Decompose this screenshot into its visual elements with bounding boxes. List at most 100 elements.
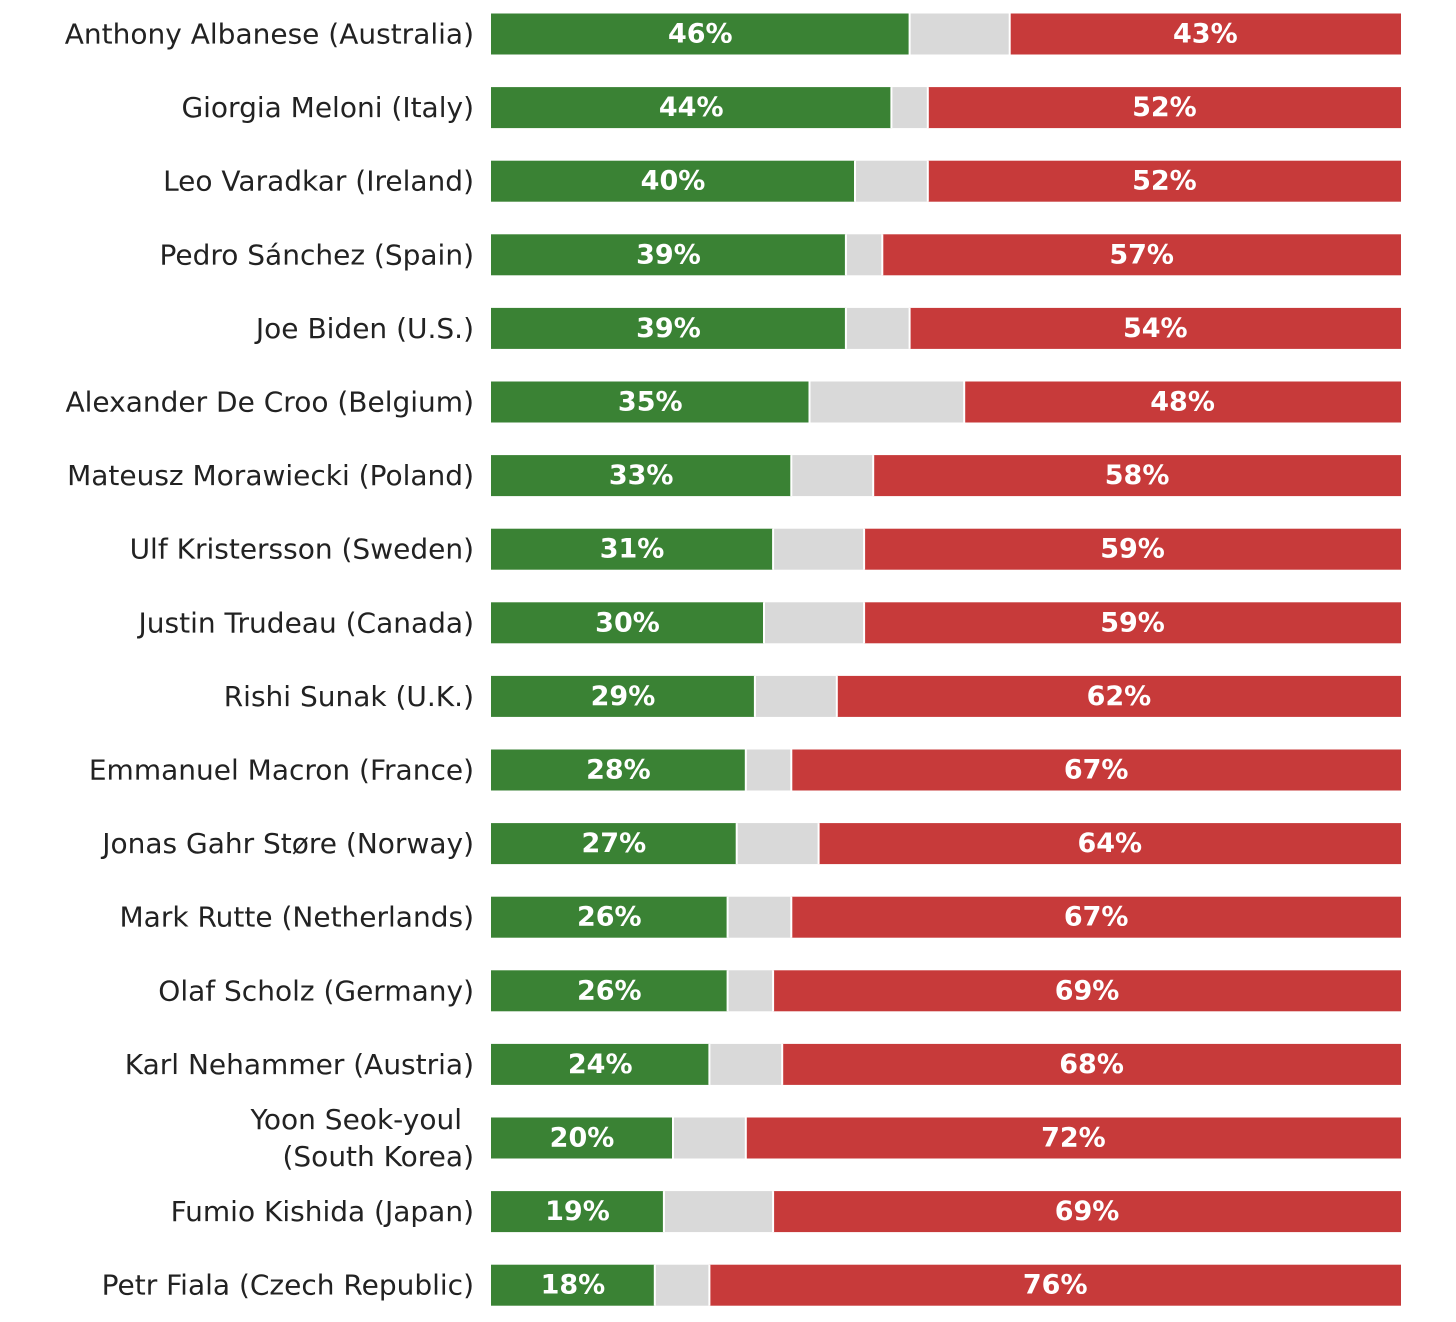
undecided-bar	[791, 455, 874, 497]
undecided-bar	[727, 970, 774, 1012]
disapprove-value-label: 67%	[1064, 755, 1129, 786]
bar-row: Rishi Sunak (U.K.) 29% 62%	[224, 675, 1401, 717]
approve-value-label: 40%	[641, 166, 706, 197]
disapprove-bar	[745, 1117, 1401, 1159]
disapprove-bar	[864, 528, 1401, 570]
approve-bar	[491, 234, 846, 276]
bar-row: Pedro Sánchez (Spain) 39% 57%	[159, 234, 1401, 276]
disapprove-bar	[964, 381, 1401, 423]
approve-value-label: 33%	[609, 460, 674, 491]
disapprove-value-label: 58%	[1105, 460, 1170, 491]
disapprove-value-label: 59%	[1100, 534, 1165, 565]
approve-bar	[491, 749, 746, 791]
approve-bar	[491, 970, 728, 1012]
approve-bar	[491, 1264, 655, 1306]
approve-bar	[491, 381, 810, 423]
category-label: Yoon Seok-youl (South Korea)	[250, 1103, 474, 1173]
bar-row: Anthony Albanese (Australia) 46% 43%	[65, 13, 1401, 55]
bar-row: Ulf Kristersson (Sweden) 31% 59%	[130, 528, 1401, 570]
bar-row: Mateusz Morawiecki (Poland) 33% 58%	[67, 455, 1401, 497]
disapprove-value-label: 69%	[1055, 975, 1120, 1006]
approve-value-label: 19%	[545, 1196, 610, 1227]
bar-row: Mark Rutte (Netherlands) 26% 67%	[120, 896, 1401, 938]
bar-row: Emmanuel Macron (France) 28% 67%	[89, 749, 1401, 791]
bar-row: Petr Fiala (Czech Republic) 18% 76%	[102, 1264, 1401, 1306]
approve-value-label: 24%	[568, 1049, 633, 1080]
category-label: Olaf Scholz (Germany)	[158, 974, 474, 1007]
undecided-bar	[909, 13, 1010, 55]
undecided-bar	[709, 1043, 783, 1085]
disapprove-value-label: 54%	[1123, 313, 1188, 344]
category-label: Mateusz Morawiecki (Poland)	[67, 459, 474, 492]
disapprove-bar	[882, 234, 1401, 276]
approve-bar	[491, 87, 892, 129]
undecided-bar	[764, 602, 865, 644]
disapprove-bar	[791, 896, 1401, 938]
disapprove-bar	[927, 160, 1401, 202]
approve-value-label: 30%	[595, 607, 660, 638]
bar-row: Giorgia Meloni (Italy) 44% 52%	[181, 87, 1401, 129]
disapprove-value-label: 64%	[1077, 828, 1142, 859]
disapprove-value-label: 67%	[1064, 902, 1129, 933]
disapprove-bar	[818, 823, 1401, 865]
undecided-bar	[727, 896, 792, 938]
category-label: Ulf Kristersson (Sweden)	[130, 533, 474, 566]
approve-value-label: 18%	[541, 1270, 606, 1301]
undecided-bar	[845, 307, 910, 349]
undecided-bar	[845, 234, 883, 276]
category-label: Alexander De Croo (Belgium)	[66, 386, 475, 419]
category-label: Rishi Sunak (U.K.)	[224, 680, 474, 713]
category-label: Justin Trudeau (Canada)	[137, 606, 474, 639]
approve-bar	[491, 13, 910, 55]
disapprove-bar	[773, 970, 1401, 1012]
undecided-bar	[809, 381, 965, 423]
category-label: Karl Nehammer (Austria)	[125, 1048, 474, 1081]
undecided-bar	[773, 528, 865, 570]
bar-row: Olaf Scholz (Germany) 26% 69%	[158, 970, 1401, 1012]
bar-row: Fumio Kishida (Japan) 19% 69%	[171, 1191, 1401, 1233]
disapprove-value-label: 43%	[1173, 19, 1238, 50]
undecided-bar	[855, 160, 928, 202]
disapprove-value-label: 48%	[1150, 387, 1215, 418]
bar-row: Leo Varadkar (Ireland) 40% 52%	[163, 160, 1401, 202]
approve-bar	[491, 675, 755, 717]
category-label: Petr Fiala (Czech Republic)	[102, 1269, 474, 1302]
disapprove-bar	[709, 1264, 1401, 1306]
category-label: Mark Rutte (Netherlands)	[120, 901, 475, 934]
category-label: Leo Varadkar (Ireland)	[163, 165, 474, 198]
approve-bar	[491, 1117, 673, 1159]
undecided-bar	[673, 1117, 746, 1159]
undecided-bar	[736, 823, 819, 865]
disapprove-bar	[909, 307, 1401, 349]
approve-value-label: 26%	[577, 975, 642, 1006]
approve-bar	[491, 307, 846, 349]
undecided-bar	[754, 675, 837, 717]
bar-row: Justin Trudeau (Canada) 30% 59%	[137, 602, 1401, 644]
undecided-bar	[891, 87, 928, 129]
approve-value-label: 20%	[550, 1123, 615, 1154]
approve-value-label: 26%	[577, 902, 642, 933]
disapprove-bar	[1009, 13, 1401, 55]
approve-bar	[491, 823, 737, 865]
disapprove-value-label: 68%	[1059, 1049, 1124, 1080]
approve-value-label: 39%	[636, 239, 701, 270]
bar-row: Joe Biden (U.S.) 39% 54%	[254, 307, 1401, 349]
approve-value-label: 39%	[636, 313, 701, 344]
disapprove-value-label: 52%	[1132, 92, 1197, 123]
approve-bar	[491, 160, 855, 202]
disapprove-bar	[927, 87, 1401, 129]
disapprove-value-label: 72%	[1041, 1123, 1106, 1154]
disapprove-bar	[773, 1191, 1401, 1233]
approve-value-label: 35%	[618, 387, 683, 418]
disapprove-value-label: 69%	[1055, 1196, 1120, 1227]
disapprove-value-label: 76%	[1023, 1270, 1088, 1301]
approve-bar	[491, 1191, 664, 1233]
approve-bar	[491, 455, 792, 497]
category-label: Giorgia Meloni (Italy)	[181, 91, 474, 124]
approve-bar	[491, 1043, 710, 1085]
undecided-bar	[663, 1191, 774, 1233]
disapprove-bar	[836, 675, 1401, 717]
approve-value-label: 28%	[586, 755, 651, 786]
undecided-bar	[654, 1264, 710, 1306]
